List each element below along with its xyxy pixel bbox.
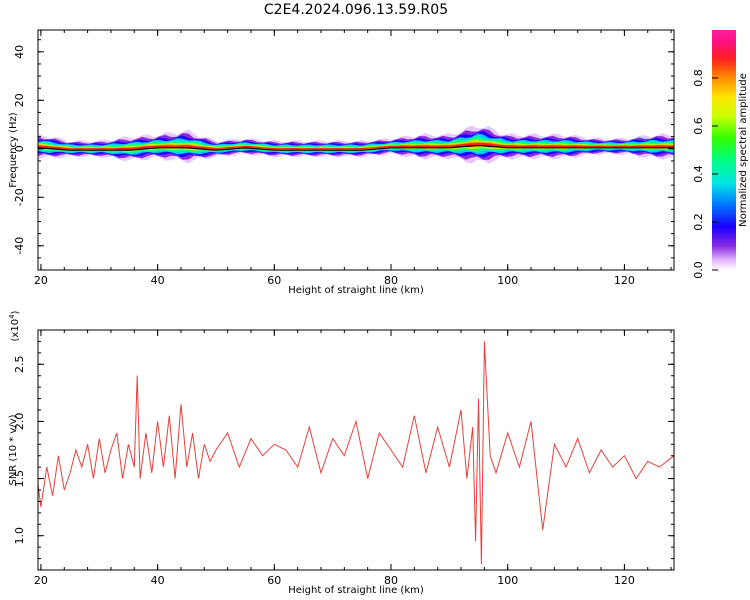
colorbar-label: Normalized spectral amplitude (738, 73, 749, 227)
spectrogram-frame (37, 29, 675, 271)
colorbar: 0.0 0.2 0.4 0.6 0.8 Normalized spectral ampl… (692, 30, 749, 279)
scale-factor-base: (x10 (10, 319, 21, 342)
x-tick-label: 20 (34, 574, 48, 587)
colorbar-tick-label: 0.8 (692, 69, 705, 87)
spectrogram-x-label: Height of straight line (km) (288, 285, 424, 296)
snr-y-ticks: 1.0 1.5 2.0 2.5 (13, 340, 674, 571)
y-tick-label: 2.0 (13, 413, 26, 431)
figure-title: C2E4.2024.096.13.59.R05 (264, 2, 448, 18)
spectrogram-x-ticks: 20 40 60 80 100 120 (34, 30, 672, 287)
x-tick-label: 80 (384, 274, 398, 287)
y-tick-label: 0 (13, 145, 26, 152)
x-tick-label: 120 (614, 574, 635, 587)
spectrogram-panel: 20 40 60 80 100 120 -40 -20 0 20 40 Height of str… (8, 29, 675, 296)
x-tick-label: 100 (497, 274, 518, 287)
colorbar-ticks: 0.0 0.2 0.4 0.6 0.8 (692, 69, 718, 279)
spectrogram-y-ticks: -40 -20 0 20 40 (13, 39, 674, 271)
snr-scale-factor: (x104) (8, 310, 21, 341)
x-tick-label: 40 (151, 574, 165, 587)
x-tick-label: 100 (497, 574, 518, 587)
colorbar-tick-label: 0.6 (692, 117, 705, 135)
x-tick-label: 60 (267, 574, 281, 587)
snr-x-label: Height of straight line (km) (288, 585, 424, 596)
snr-y-label: SNR (10 * v/v) (8, 414, 19, 485)
snr-series-line (38, 341, 674, 565)
snr-panel: 20 40 60 80 100 120 1.0 1.5 2.0 2.5 Height of st… (8, 310, 675, 596)
y-tick-label: 1.0 (13, 527, 26, 545)
scale-factor-close: ) (10, 310, 21, 314)
snr-frame (37, 329, 675, 571)
x-tick-label: 120 (614, 274, 635, 287)
y-tick-label: 1.5 (13, 470, 26, 488)
scale-factor-exponent: 4 (8, 314, 16, 319)
x-tick-label: 40 (151, 274, 165, 287)
y-tick-label: -40 (13, 237, 26, 255)
colorbar-tick-label: 0.0 (692, 261, 705, 279)
ridge-band (38, 142, 674, 150)
x-tick-label: 20 (34, 274, 48, 287)
y-tick-label: 40 (13, 45, 26, 59)
snr-x-ticks: 20 40 60 80 100 120 (34, 330, 672, 587)
colorbar-tick-label: 0.4 (692, 165, 705, 183)
colorbar-tick-label: 0.2 (692, 213, 705, 231)
y-tick-label: 2.5 (13, 356, 26, 374)
x-tick-label: 80 (384, 574, 398, 587)
spectrogram-y-label: Frequency (Hz) (8, 112, 19, 188)
x-tick-label: 60 (267, 274, 281, 287)
spectral-ridge (38, 125, 674, 164)
colorbar-gradient (712, 30, 736, 270)
svg-text:(x104): (x104) (8, 310, 21, 341)
y-tick-label: -20 (13, 188, 26, 206)
ridge-center-line (38, 144, 674, 151)
y-tick-label: 20 (13, 93, 26, 107)
